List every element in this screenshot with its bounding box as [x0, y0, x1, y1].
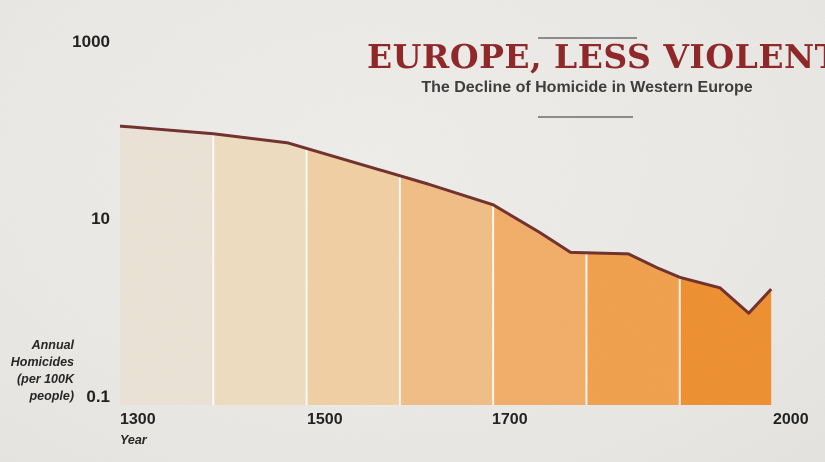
y-axis-label-line: (per 100K [17, 372, 74, 386]
y-axis-label-line: Homicides [10, 355, 74, 369]
x-axis-label: Year [120, 433, 147, 447]
chart-title: EUROPE, LESS VIOLENT [367, 37, 825, 76]
x-tick-1700: 1700 [492, 411, 528, 428]
x-tick-2000: 2000 [773, 411, 809, 428]
y-axis-label-line: Annual [31, 338, 74, 352]
x-tick-1300: 1300 [120, 411, 156, 428]
x-tick-1500: 1500 [307, 411, 343, 428]
title-rule-bottom [538, 116, 633, 118]
y-tick-1000: 1000 [72, 32, 110, 51]
y-axis-label: Annual Homicides (per 100K people) [4, 337, 74, 405]
y-axis-label-line: people) [29, 389, 74, 403]
y-tick-10: 10 [91, 209, 110, 228]
chart-subtitle: The Decline of Homicide in Western Europ… [421, 79, 753, 96]
